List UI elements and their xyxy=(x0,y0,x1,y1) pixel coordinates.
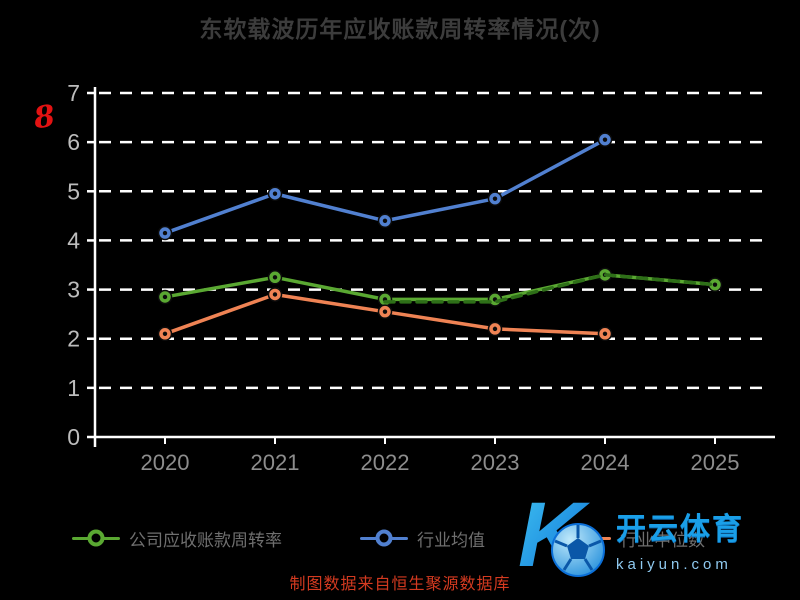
kaiyun-watermark[interactable]: K 开云体育 kaiyun.com xyxy=(516,488,786,588)
soccer-ball-icon xyxy=(551,523,605,577)
kaiyun-logo-icon: K xyxy=(518,488,605,586)
legend-label: 行业中位数 xyxy=(620,530,705,550)
legend-label: 行业均值 xyxy=(417,530,485,550)
legend-item-0[interactable]: 公司应收账款周转率 xyxy=(72,526,282,551)
svg-text:5: 5 xyxy=(67,178,80,204)
legend-item-1[interactable]: 行业均值 xyxy=(360,526,485,551)
svg-text:2025: 2025 xyxy=(691,450,740,475)
svg-text:2020: 2020 xyxy=(141,450,190,475)
svg-text:6: 6 xyxy=(67,129,80,155)
watermark-brand: 开云体育 xyxy=(616,512,744,546)
svg-text:1: 1 xyxy=(67,375,80,401)
svg-text:7: 7 xyxy=(67,80,80,106)
svg-text:3: 3 xyxy=(67,277,80,303)
legend-label: 公司应收账款周转率 xyxy=(129,530,282,550)
svg-text:2021: 2021 xyxy=(251,450,300,475)
svg-text:2024: 2024 xyxy=(581,450,630,475)
watermark-domain: kaiyun.com xyxy=(616,555,732,573)
svg-text:2023: 2023 xyxy=(471,450,520,475)
svg-text:0: 0 xyxy=(67,424,80,450)
legend-marker-icon xyxy=(72,529,120,547)
watermark-text: 开云体育 kaiyun.com xyxy=(616,504,744,573)
legend-marker-icon xyxy=(360,529,408,547)
chart-title: 东软载波历年应收账款周转率情况(次) xyxy=(199,16,601,42)
svg-text:4: 4 xyxy=(67,227,80,253)
svg-text:2022: 2022 xyxy=(361,450,410,475)
data-source-note: 制图数据来自恒生聚源数据库 xyxy=(289,576,511,593)
svg-text:2: 2 xyxy=(67,326,80,352)
